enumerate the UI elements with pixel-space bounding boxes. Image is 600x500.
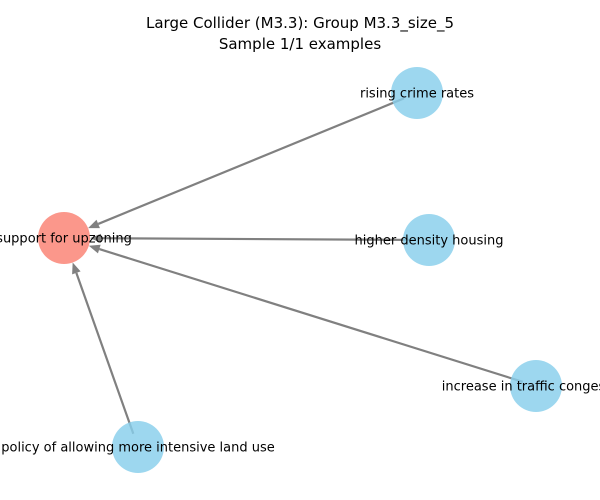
labels-layer: support for upzoning rising crime rates hi… xyxy=(0,87,600,456)
edge-line xyxy=(97,97,405,225)
node-policy xyxy=(112,421,164,473)
node-label-upzoning: support for upzoning xyxy=(0,232,132,247)
node-label-traffic: increase in traffic congestion xyxy=(442,380,600,395)
node-upzoning xyxy=(38,212,90,264)
edge-traffic-to-upzoning xyxy=(88,244,523,383)
edge-density-to-upzoning xyxy=(89,233,416,243)
node-density xyxy=(403,214,455,266)
node-label-crime: rising crime rates xyxy=(360,87,474,102)
edge-line xyxy=(75,272,135,435)
edge-arrowhead xyxy=(88,219,100,229)
edge-line xyxy=(98,248,523,383)
edge-arrowhead xyxy=(89,233,102,243)
figure-title: Large Collider (M3.3): Group M3.3_size_5 xyxy=(146,14,454,33)
edge-line xyxy=(100,237,416,242)
edges-layer xyxy=(72,97,523,435)
nodes-layer xyxy=(38,67,562,473)
node-label-policy: policy of allowing more intensive land u… xyxy=(1,441,275,456)
figure-subtitle: Sample 1/1 examples xyxy=(219,35,381,53)
node-traffic xyxy=(510,360,562,412)
edge-arrowhead xyxy=(88,244,101,254)
node-crime xyxy=(391,67,443,119)
edge-policy-to-upzoning xyxy=(72,262,135,435)
edge-crime-to-upzoning xyxy=(88,97,405,229)
node-label-density: higher density housing xyxy=(355,234,504,249)
edge-arrowhead xyxy=(72,262,81,275)
